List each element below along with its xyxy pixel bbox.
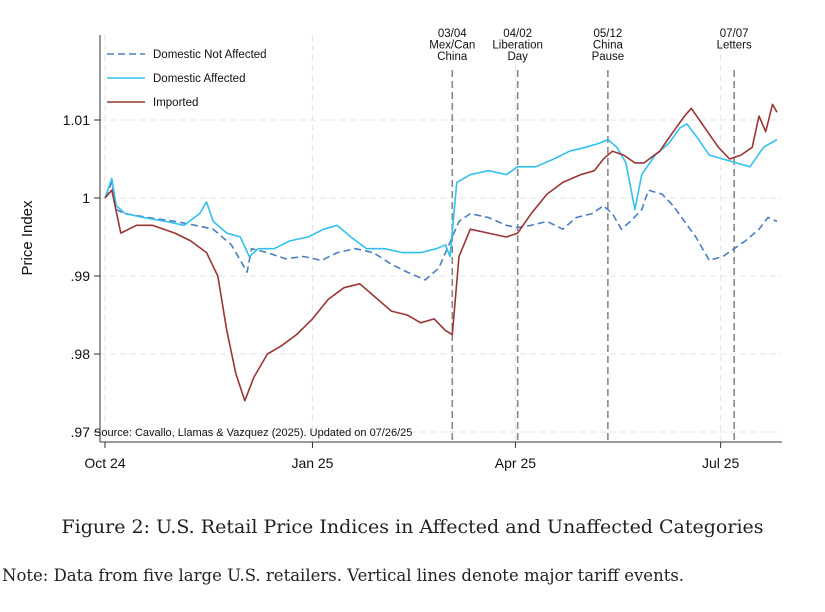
- event-label: 07/07: [720, 28, 749, 40]
- x-tick-label: Jan 25: [291, 455, 333, 471]
- y-axis-title: Price Index: [19, 200, 36, 276]
- event-label: Liberation: [492, 40, 543, 52]
- tick-labels: .97 .98 .99 1 1.01 Oct 24 Jan 25 Apr 25 Jul 25: [63, 112, 740, 471]
- x-tick-label: Apr 25: [495, 455, 536, 471]
- price-index-chart: 03/04Mex/CanChina04/02LiberationDay05/12…: [19, 28, 782, 471]
- event-label: China: [593, 40, 624, 52]
- x-tick-label: Oct 24: [84, 455, 125, 471]
- event-label: 05/12: [593, 28, 622, 40]
- event-label: Day: [507, 51, 528, 63]
- event-label: Letters: [717, 40, 752, 52]
- legend: Domestic Not Affected Domestic Affected Im…: [107, 49, 267, 109]
- figure-note: Note: Data from five large U.S. retailer…: [2, 566, 685, 585]
- y-tick-label: .98: [71, 346, 91, 362]
- event-label: China: [437, 51, 468, 63]
- legend-label: Imported: [153, 97, 198, 109]
- series-line-domestic-affected: [104, 123, 778, 258]
- series-line-imported: [104, 103, 778, 402]
- event-label: Pause: [592, 51, 625, 63]
- axes: [99, 35, 782, 443]
- source-annotation: Source: Cavallo, Llamas & Vazquez (2025)…: [94, 427, 412, 439]
- y-tick-label: 1.01: [63, 112, 90, 128]
- event-label: 03/04: [438, 28, 467, 40]
- legend-label: Domestic Not Affected: [153, 49, 267, 61]
- event-label: Mex/Can: [429, 40, 475, 52]
- y-tick-label: .97: [71, 424, 91, 440]
- series-line-domestic-not-affected: [104, 181, 778, 281]
- y-tick-label: 1: [82, 190, 90, 206]
- series-lines: [104, 103, 778, 402]
- y-tick-label: .99: [71, 268, 91, 284]
- legend-label: Domestic Affected: [153, 73, 245, 85]
- grid: [100, 35, 782, 442]
- figure-caption: Figure 2: U.S. Retail Price Indices in A…: [61, 516, 764, 538]
- event-markers: 03/04Mex/CanChina04/02LiberationDay05/12…: [429, 28, 752, 442]
- x-tick-label: Jul 25: [702, 455, 740, 471]
- event-label: 04/02: [503, 28, 532, 40]
